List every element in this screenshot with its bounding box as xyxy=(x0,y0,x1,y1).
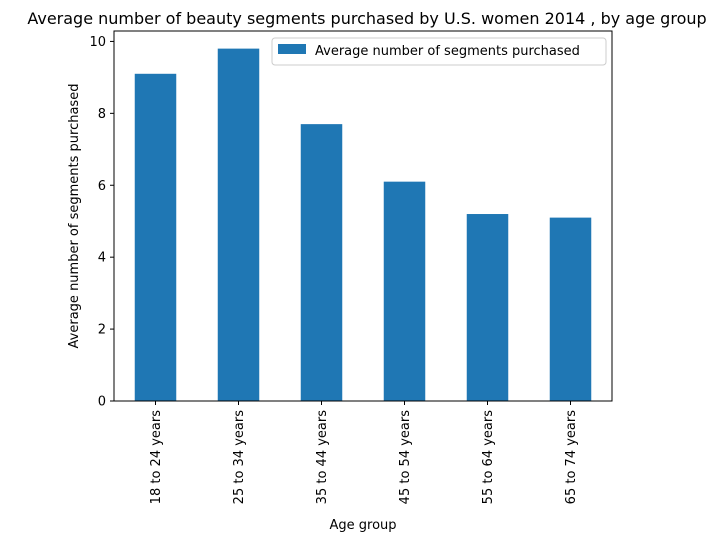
y-tick-label: 0 xyxy=(98,395,106,410)
x-tick-label: 18 to 24 years xyxy=(149,410,164,505)
y-axis: 0 2 4 6 8 10 xyxy=(89,35,114,410)
chart-title: Average number of beauty segments purcha… xyxy=(27,9,706,28)
x-tick-label: 45 to 54 years xyxy=(398,410,413,505)
bars-group xyxy=(134,48,592,402)
plot-frame xyxy=(113,30,613,402)
bar-1 xyxy=(134,73,177,401)
x-axis-label: Age group xyxy=(329,518,396,533)
legend-box xyxy=(271,37,607,66)
y-tick-label: 8 xyxy=(98,107,106,122)
bar-5 xyxy=(466,214,509,401)
x-tick-label: 25 to 34 years xyxy=(232,410,247,505)
bar-6 xyxy=(549,217,592,401)
x-axis: 18 to 24 years 25 to 34 years 35 to 44 yea… xyxy=(149,401,579,504)
bar-3 xyxy=(300,124,343,402)
y-tick-label: 2 xyxy=(98,323,106,338)
legend-swatch xyxy=(278,44,306,54)
x-tick-label: 55 to 64 years xyxy=(481,410,496,505)
x-tick-label: 65 to 74 years xyxy=(564,410,579,505)
y-tick-label: 6 xyxy=(98,179,106,194)
y-axis-label: Average number of segments purchased xyxy=(67,84,82,349)
y-tick-label: 10 xyxy=(89,35,106,50)
y-tick-label: 4 xyxy=(98,251,106,266)
legend: Average number of segments purchased xyxy=(271,37,607,66)
x-tick-label: 35 to 44 years xyxy=(315,410,330,505)
bar-4 xyxy=(383,181,426,401)
legend-entry: Average number of segments purchased xyxy=(315,44,580,59)
bar-2 xyxy=(217,48,260,401)
